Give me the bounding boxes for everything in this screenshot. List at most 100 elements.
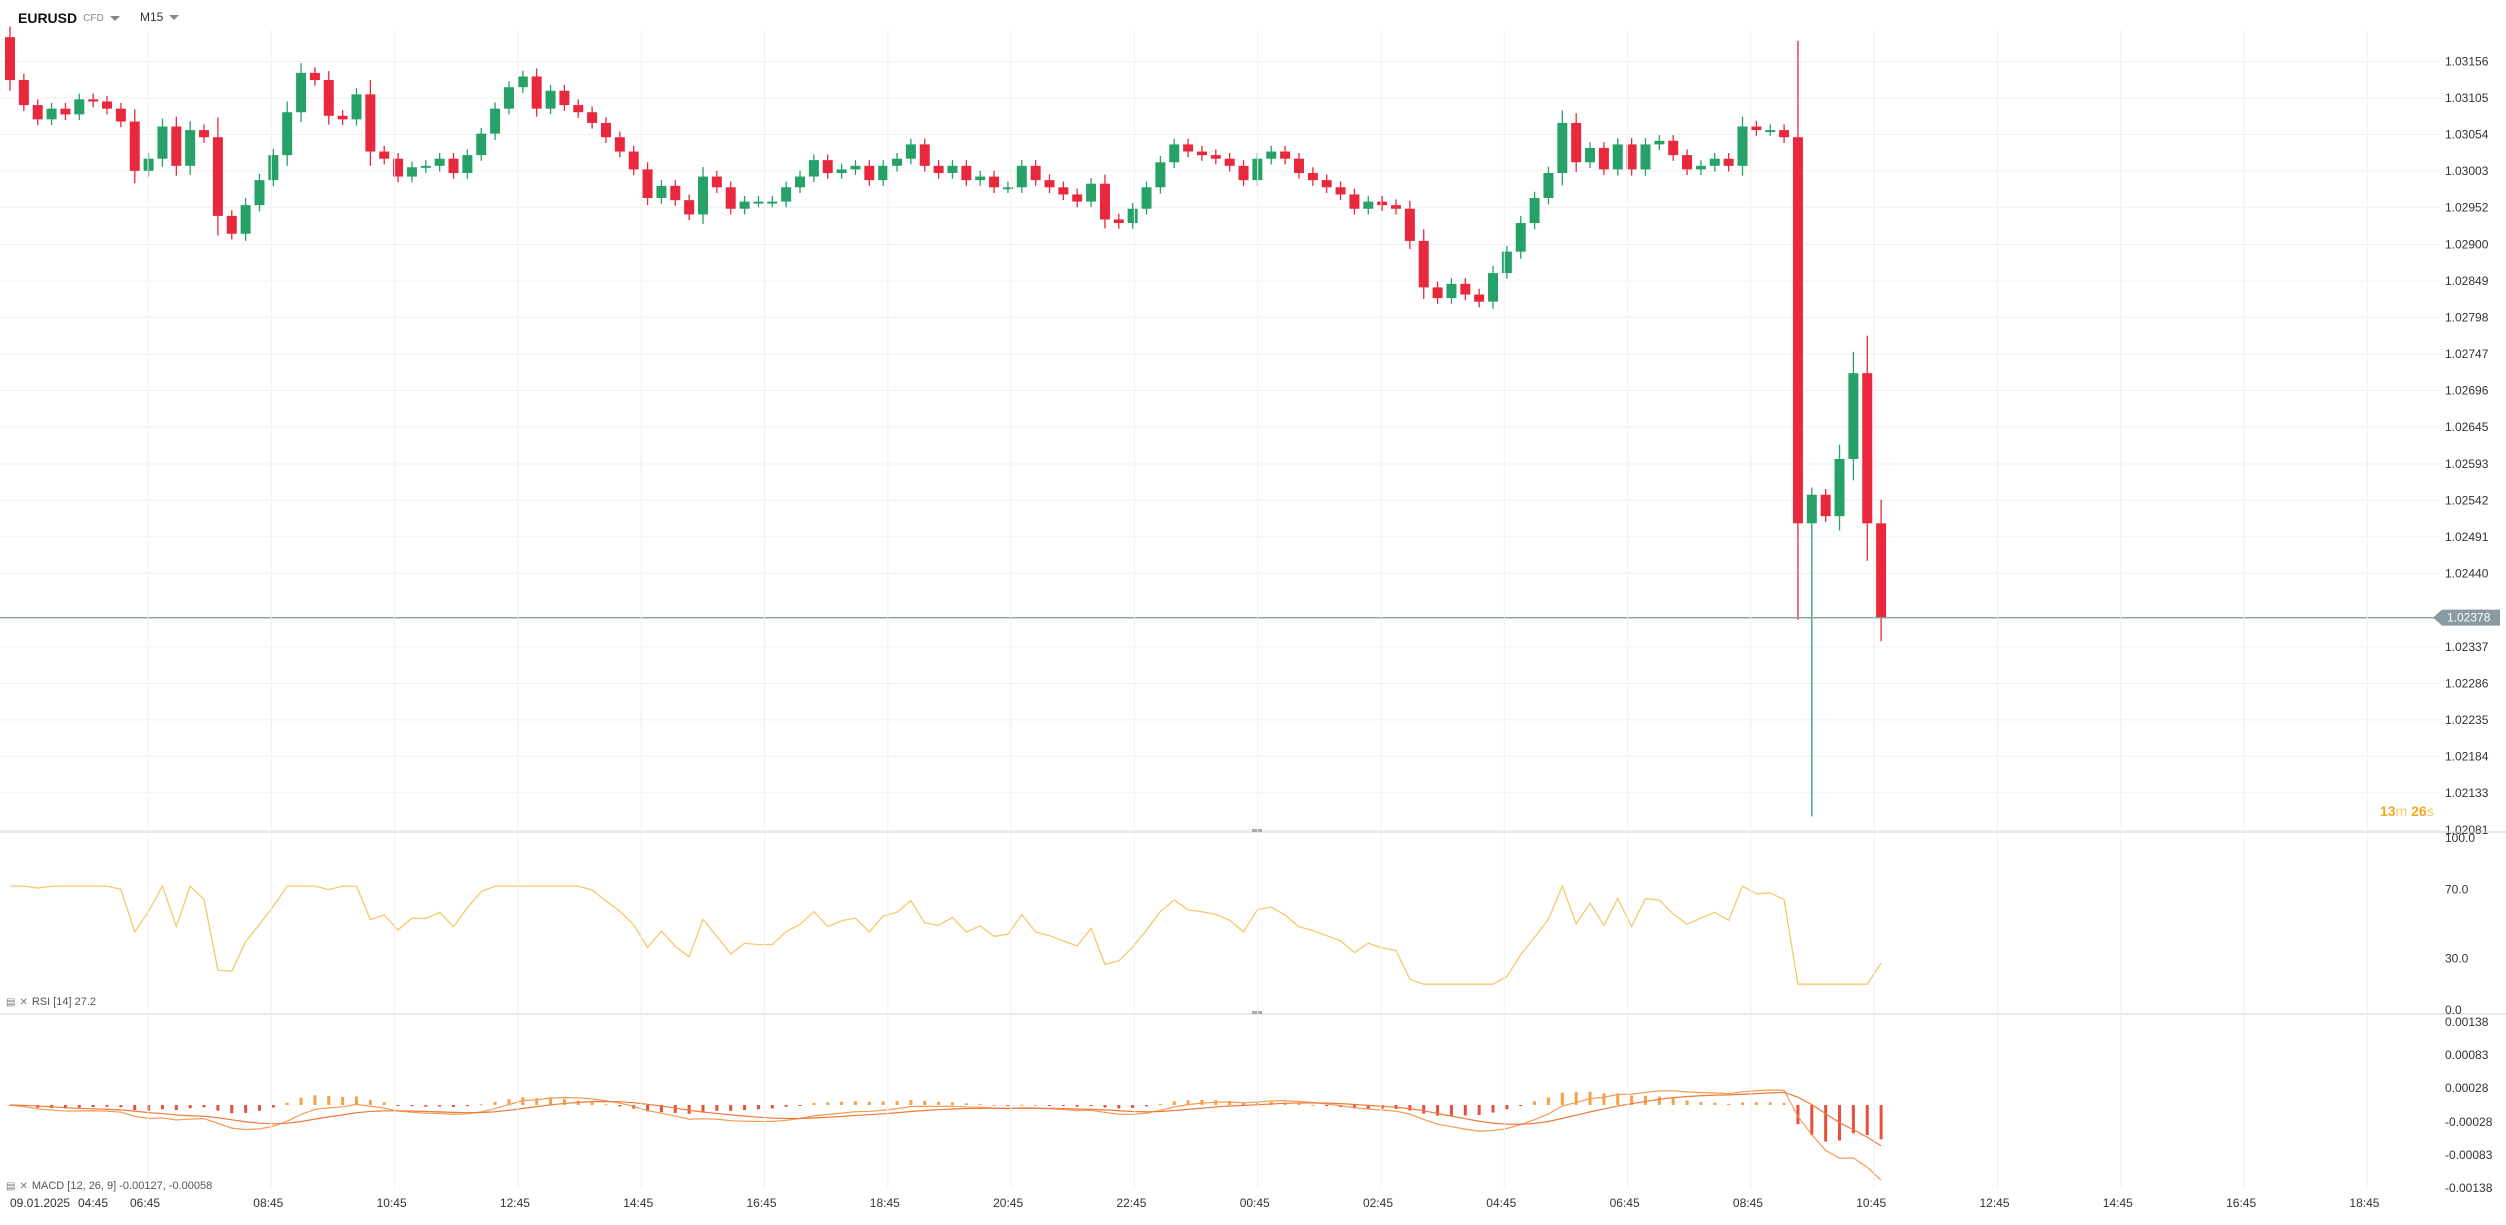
candle-body bbox=[892, 158, 903, 166]
candle-body bbox=[1210, 155, 1221, 159]
macd-histogram-bar bbox=[188, 1105, 192, 1109]
candle-body bbox=[199, 130, 210, 138]
candle-body bbox=[1695, 165, 1706, 170]
candle-body bbox=[309, 72, 320, 81]
macd-histogram-bar bbox=[1186, 1100, 1190, 1105]
candle-body bbox=[115, 108, 126, 122]
candle-body bbox=[1169, 144, 1180, 163]
macd-histogram-bar bbox=[909, 1100, 913, 1105]
macd-histogram-bar bbox=[1172, 1101, 1176, 1105]
macd-histogram-bar bbox=[1463, 1105, 1467, 1116]
candle-body bbox=[1196, 151, 1207, 156]
candle-body bbox=[711, 176, 722, 188]
candle-body bbox=[185, 130, 196, 166]
rsi-tick-label: 30.0 bbox=[2445, 951, 2469, 965]
macd-histogram-bar bbox=[479, 1104, 483, 1106]
macd-histogram-bar bbox=[1616, 1093, 1620, 1105]
candle-body bbox=[1293, 158, 1304, 173]
macd-signal-line bbox=[9, 1091, 1882, 1147]
candle-body bbox=[46, 108, 57, 120]
candle-body bbox=[1418, 240, 1429, 288]
macd-histogram-bar bbox=[368, 1099, 372, 1105]
time-tick-label: 12:45 bbox=[1980, 1196, 2010, 1210]
time-tick-label: 04:45 bbox=[78, 1196, 108, 1210]
macd-histogram-bar bbox=[687, 1105, 691, 1114]
candle-body bbox=[864, 165, 875, 181]
candle-body bbox=[1155, 162, 1166, 188]
candle-body bbox=[1058, 187, 1069, 195]
macd-legend[interactable]: ▤ ✕ MACD [12, 26, 9] -0.00127, -0.00058 bbox=[6, 1180, 212, 1192]
candle-body bbox=[781, 187, 792, 202]
macd-histogram-bar bbox=[396, 1105, 400, 1106]
candle-body bbox=[573, 105, 584, 113]
macd-histogram-bar bbox=[840, 1101, 844, 1105]
candle-body bbox=[490, 108, 501, 134]
time-tick-label: 20:45 bbox=[993, 1196, 1023, 1210]
candle-body bbox=[226, 215, 237, 234]
rsi-legend[interactable]: ▤ ✕ RSI [14] 27.2 bbox=[6, 996, 96, 1008]
candle-body bbox=[1321, 180, 1332, 188]
candle-body bbox=[1474, 294, 1485, 302]
time-tick-label: 06:45 bbox=[1610, 1196, 1640, 1210]
timeframe-selector[interactable]: M15 bbox=[140, 10, 180, 24]
macd-histogram-bar bbox=[1242, 1102, 1246, 1105]
candle-body bbox=[614, 137, 625, 152]
time-tick-label: 14:45 bbox=[623, 1196, 653, 1210]
candle-body bbox=[1529, 198, 1540, 224]
candle-body bbox=[878, 165, 889, 181]
close-icon[interactable]: ✕ bbox=[19, 1180, 28, 1192]
macd-histogram-bar bbox=[299, 1097, 303, 1105]
close-icon[interactable]: ✕ bbox=[19, 996, 28, 1008]
candle-body bbox=[448, 158, 459, 173]
candle-body bbox=[1307, 172, 1318, 181]
candle-body bbox=[767, 201, 778, 204]
price-tick-label: 1.02798 bbox=[2445, 310, 2489, 324]
candle-body bbox=[905, 144, 916, 159]
macd-histogram-bar bbox=[1006, 1105, 1010, 1106]
candle-body bbox=[1044, 180, 1055, 188]
candle-body bbox=[337, 115, 348, 120]
macd-histogram-bar bbox=[1311, 1104, 1315, 1106]
macd-label: MACD [12, 26, 9] -0.00127, -0.00058 bbox=[31, 1180, 213, 1192]
candle-body bbox=[1238, 165, 1249, 181]
candle-body bbox=[836, 169, 847, 173]
price-tick-label: 1.02491 bbox=[2445, 530, 2489, 544]
candle-body bbox=[143, 158, 154, 171]
macd-histogram-bar bbox=[493, 1101, 497, 1105]
macd-histogram-bar bbox=[1685, 1100, 1689, 1105]
candle-body bbox=[1335, 187, 1346, 195]
price-tick-label: 1.02133 bbox=[2445, 786, 2489, 800]
macd-histogram-bar bbox=[618, 1105, 622, 1107]
macd-histogram-bar bbox=[216, 1105, 220, 1111]
macd-histogram-bar bbox=[1145, 1105, 1149, 1107]
macd-histogram-bar bbox=[1533, 1101, 1537, 1105]
macd-histogram-bar bbox=[729, 1105, 733, 1111]
time-tick-label: 22:45 bbox=[1116, 1196, 1146, 1210]
candle-body bbox=[1543, 172, 1554, 199]
macd-histogram-bar bbox=[1796, 1105, 1800, 1125]
time-tick-label: 18:45 bbox=[2349, 1196, 2379, 1210]
macd-histogram-bar bbox=[1103, 1105, 1107, 1108]
candle-body bbox=[420, 165, 431, 168]
candle-body bbox=[323, 80, 334, 116]
candle-body bbox=[947, 165, 958, 173]
symbol-selector[interactable]: EURUSD CFD bbox=[18, 10, 120, 26]
macd-histogram-bar bbox=[853, 1101, 857, 1105]
price-tick-label: 1.02337 bbox=[2445, 640, 2489, 654]
candle-body bbox=[1626, 144, 1637, 170]
settings-icon[interactable]: ▤ bbox=[6, 1180, 16, 1192]
time-tick-label: 08:45 bbox=[253, 1196, 283, 1210]
rsi-line bbox=[10, 884, 1882, 985]
candle-body bbox=[795, 176, 806, 188]
price-tick-label: 1.02440 bbox=[2445, 566, 2489, 580]
macd-histogram-bar bbox=[1158, 1103, 1162, 1105]
settings-icon[interactable]: ▤ bbox=[6, 996, 16, 1008]
macd-histogram-bar bbox=[313, 1095, 317, 1105]
macd-histogram-bar bbox=[923, 1100, 927, 1105]
macd-histogram-bar bbox=[202, 1105, 206, 1108]
candle-body bbox=[503, 87, 514, 109]
macd-histogram-bar bbox=[1200, 1099, 1204, 1105]
chart-header: EURUSD CFD M15 bbox=[0, 0, 2506, 36]
current-price-tag bbox=[2433, 609, 2500, 626]
